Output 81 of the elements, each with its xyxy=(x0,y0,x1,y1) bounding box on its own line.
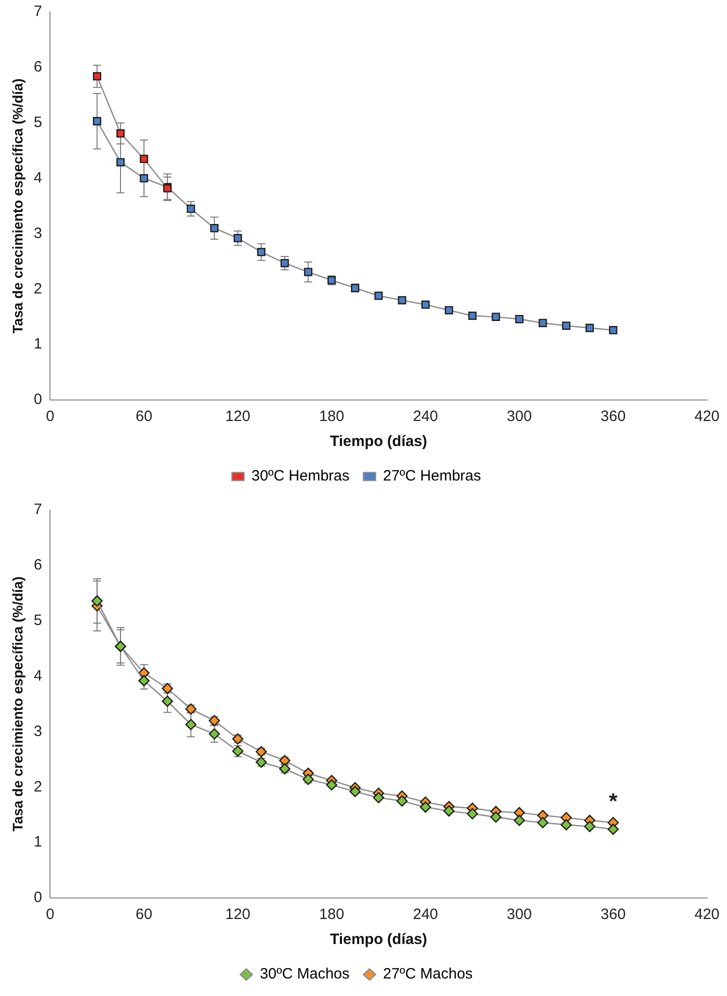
point xyxy=(185,718,196,730)
point xyxy=(138,675,150,686)
point xyxy=(514,814,525,826)
y-tick-label: 5 xyxy=(34,114,42,131)
point xyxy=(140,154,148,164)
point xyxy=(444,306,454,314)
x-tick-label: 360 xyxy=(600,408,626,426)
point xyxy=(372,792,384,804)
point xyxy=(537,817,548,828)
point xyxy=(515,314,524,324)
point xyxy=(92,72,102,80)
x-axis-title: Tiempo (días) xyxy=(330,433,428,450)
y-axis-title: Tasa de crecimiento específica (%/día) xyxy=(9,576,26,832)
point xyxy=(608,824,619,835)
point xyxy=(116,129,125,138)
point xyxy=(140,174,148,182)
point xyxy=(584,820,596,832)
y-tick-label: 2 xyxy=(34,280,42,298)
annotation: * xyxy=(608,788,618,814)
x-tick-label: 300 xyxy=(506,408,532,426)
point xyxy=(350,786,361,798)
y-tick-label: 6 xyxy=(34,556,42,574)
y-tick-label: 3 xyxy=(34,224,42,242)
point xyxy=(443,805,455,817)
point xyxy=(304,268,312,276)
x-axis-title: Tiempo (días) xyxy=(330,931,428,948)
x-tick-label: 120 xyxy=(225,408,250,426)
point xyxy=(538,318,547,328)
y-tick-label: 5 xyxy=(34,612,42,629)
point xyxy=(396,795,408,807)
y-axis-title: Tasa de crecimiento específica (%/día) xyxy=(9,78,26,334)
y-tick-label: 7 xyxy=(34,3,42,20)
point xyxy=(257,248,266,256)
y-tick-label: 4 xyxy=(34,667,42,684)
point xyxy=(91,595,103,607)
x-tick-label: 420 xyxy=(694,906,720,924)
x-tick-label: 300 xyxy=(506,906,532,924)
point xyxy=(560,819,572,830)
point xyxy=(162,696,174,707)
y-tick-label: 1 xyxy=(34,336,42,353)
point xyxy=(92,117,102,126)
x-tick-label: 0 xyxy=(46,408,54,426)
point xyxy=(586,324,594,332)
x-tick-label: 0 xyxy=(46,906,54,924)
legend-label: 27ºC Hembras xyxy=(383,468,482,485)
point xyxy=(210,224,218,232)
point xyxy=(420,801,432,813)
point xyxy=(234,234,242,242)
legend-label: 30ºC Machos xyxy=(260,966,350,983)
y-tick-label: 7 xyxy=(34,501,42,518)
y-tick-label: 6 xyxy=(34,58,42,76)
point xyxy=(492,312,500,321)
legend-label: 27ºC Machos xyxy=(383,966,473,983)
point xyxy=(562,322,570,330)
x-tick-label: 120 xyxy=(225,906,250,924)
point xyxy=(326,779,338,791)
y-tick-label: 0 xyxy=(34,889,42,906)
y-tick-label: 0 xyxy=(34,391,42,408)
point xyxy=(609,326,618,334)
x-tick-label: 60 xyxy=(136,408,152,426)
point xyxy=(421,300,430,309)
y-tick-label: 2 xyxy=(34,778,42,796)
x-tick-label: 180 xyxy=(319,408,344,426)
point xyxy=(468,312,477,320)
point xyxy=(116,158,125,166)
point xyxy=(208,728,220,740)
x-tick-label: 360 xyxy=(600,906,626,924)
y-tick-label: 4 xyxy=(34,169,42,186)
point xyxy=(490,811,502,823)
point xyxy=(398,296,406,304)
point xyxy=(374,292,383,300)
x-tick-label: 240 xyxy=(412,906,438,924)
point xyxy=(186,204,196,213)
y-tick-label: 1 xyxy=(34,834,42,851)
x-tick-label: 60 xyxy=(136,906,152,924)
y-tick-label: 3 xyxy=(34,722,42,740)
legend-label: 30ºC Hembras xyxy=(251,468,350,485)
x-tick-label: 180 xyxy=(319,906,344,924)
point xyxy=(466,808,478,820)
x-tick-label: 240 xyxy=(412,408,438,426)
x-tick-label: 420 xyxy=(694,408,720,426)
